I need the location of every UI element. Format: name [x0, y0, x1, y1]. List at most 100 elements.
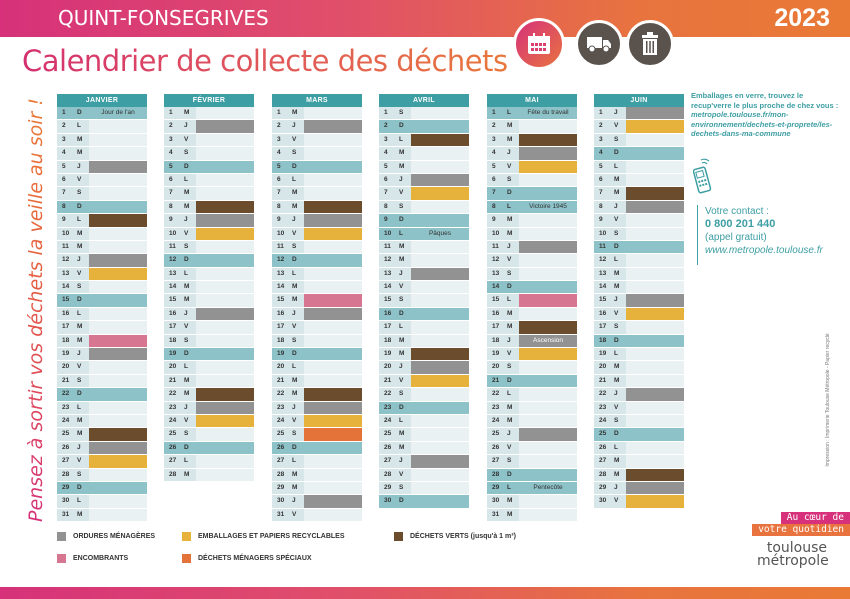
collection-om	[89, 254, 147, 267]
day-cell	[626, 414, 684, 428]
day-of-week: L	[394, 133, 411, 147]
day-cell	[626, 173, 684, 187]
day-of-week: M	[502, 321, 519, 334]
day-row: 24 L	[379, 414, 469, 429]
legend-label: DÉCHETS VERTS (jusqu'à 1 m³)	[410, 533, 516, 540]
day-of-week: M	[179, 388, 196, 401]
day-row: 21 V	[379, 374, 469, 389]
day-row: 15 M	[272, 294, 362, 308]
day-cell	[411, 281, 469, 294]
day-number: 21	[594, 374, 609, 388]
day-of-week: D	[179, 254, 196, 267]
day-number: 10	[164, 227, 179, 240]
day-number: 28	[57, 468, 72, 481]
contact-website[interactable]: www.metropole.toulouse.fr	[705, 245, 823, 256]
day-of-week: J	[394, 267, 411, 281]
day-row: 12 M	[379, 254, 469, 268]
day-of-week: J	[609, 481, 626, 495]
day-of-week: M	[179, 374, 196, 388]
day-of-week: M	[502, 508, 519, 522]
day-number: 5	[594, 160, 609, 173]
day-row: 12 L	[594, 254, 684, 268]
day-of-week: D	[179, 160, 196, 173]
day-row: 28 V	[379, 468, 469, 482]
day-cell	[304, 240, 362, 254]
day-of-week: D	[287, 160, 304, 173]
day-number: 22	[487, 388, 502, 401]
day-number: 30	[272, 495, 287, 508]
collection-om	[411, 361, 469, 374]
day-row: 13 L	[164, 267, 254, 282]
day-row: 11 M	[57, 240, 147, 255]
day-row: 31 M	[57, 508, 147, 523]
day-of-week: S	[394, 200, 411, 214]
month-mai: MAI 1 L Fête du travail 2 M 3 M 4 J 5 V 6 S 7 D 8 L Victoi…	[487, 94, 577, 523]
collection-om	[411, 267, 469, 281]
day-of-week: M	[502, 307, 519, 321]
day-of-week: M	[502, 495, 519, 508]
day-of-week: D	[287, 441, 304, 455]
collection-vert	[196, 388, 254, 401]
day-number: 7	[57, 187, 72, 200]
day-number: 26	[164, 441, 179, 455]
day-number: 4	[272, 147, 287, 160]
day-of-week: S	[179, 147, 196, 160]
day-cell	[411, 321, 469, 334]
day-row: 23 V	[594, 401, 684, 415]
day-of-week: J	[179, 401, 196, 414]
day-number: 6	[272, 173, 287, 187]
day-number: 5	[379, 160, 394, 173]
collection-vert	[411, 133, 469, 147]
glass-url[interactable]: metropole.toulouse.fr/mon-environnement/…	[691, 110, 833, 138]
day-of-week: D	[72, 388, 89, 401]
day-row: 30 M	[487, 495, 577, 509]
day-number: 20	[272, 361, 287, 374]
day-of-week: L	[179, 267, 196, 281]
day-of-week: D	[394, 401, 411, 414]
day-of-week: D	[179, 348, 196, 361]
day-of-week: J	[609, 200, 626, 214]
day-row: 18 S	[272, 334, 362, 349]
day-row: 13 V	[57, 267, 147, 282]
day-of-week: L	[287, 361, 304, 374]
day-row: 14 M	[164, 281, 254, 295]
collection-om	[196, 120, 254, 133]
day-number: 27	[272, 455, 287, 468]
day-cell	[304, 321, 362, 334]
day-row: 12 D	[272, 254, 362, 268]
day-of-week: M	[609, 267, 626, 281]
day-of-week: D	[609, 334, 626, 348]
contact-phone[interactable]: 0 800 201 440	[705, 218, 776, 230]
day-row: 27 V	[57, 455, 147, 469]
day-number: 30	[379, 495, 394, 508]
day-cell	[519, 508, 577, 522]
day-cell	[519, 388, 577, 401]
day-cell	[411, 414, 469, 428]
day-of-week: M	[179, 294, 196, 307]
day-number: 12	[164, 254, 179, 267]
day-of-week: V	[502, 441, 519, 455]
day-cell	[196, 240, 254, 254]
day-cell	[411, 481, 469, 495]
day-number: 7	[272, 187, 287, 200]
day-cell	[196, 468, 254, 481]
collection-om	[304, 401, 362, 414]
collection-om	[626, 200, 684, 214]
day-of-week: D	[72, 200, 89, 214]
day-of-week: M	[287, 481, 304, 495]
day-cell	[519, 495, 577, 508]
day-number: 23	[272, 401, 287, 414]
day-row: 19 V	[487, 348, 577, 362]
day-number: 6	[594, 173, 609, 187]
day-number: 15	[272, 294, 287, 307]
